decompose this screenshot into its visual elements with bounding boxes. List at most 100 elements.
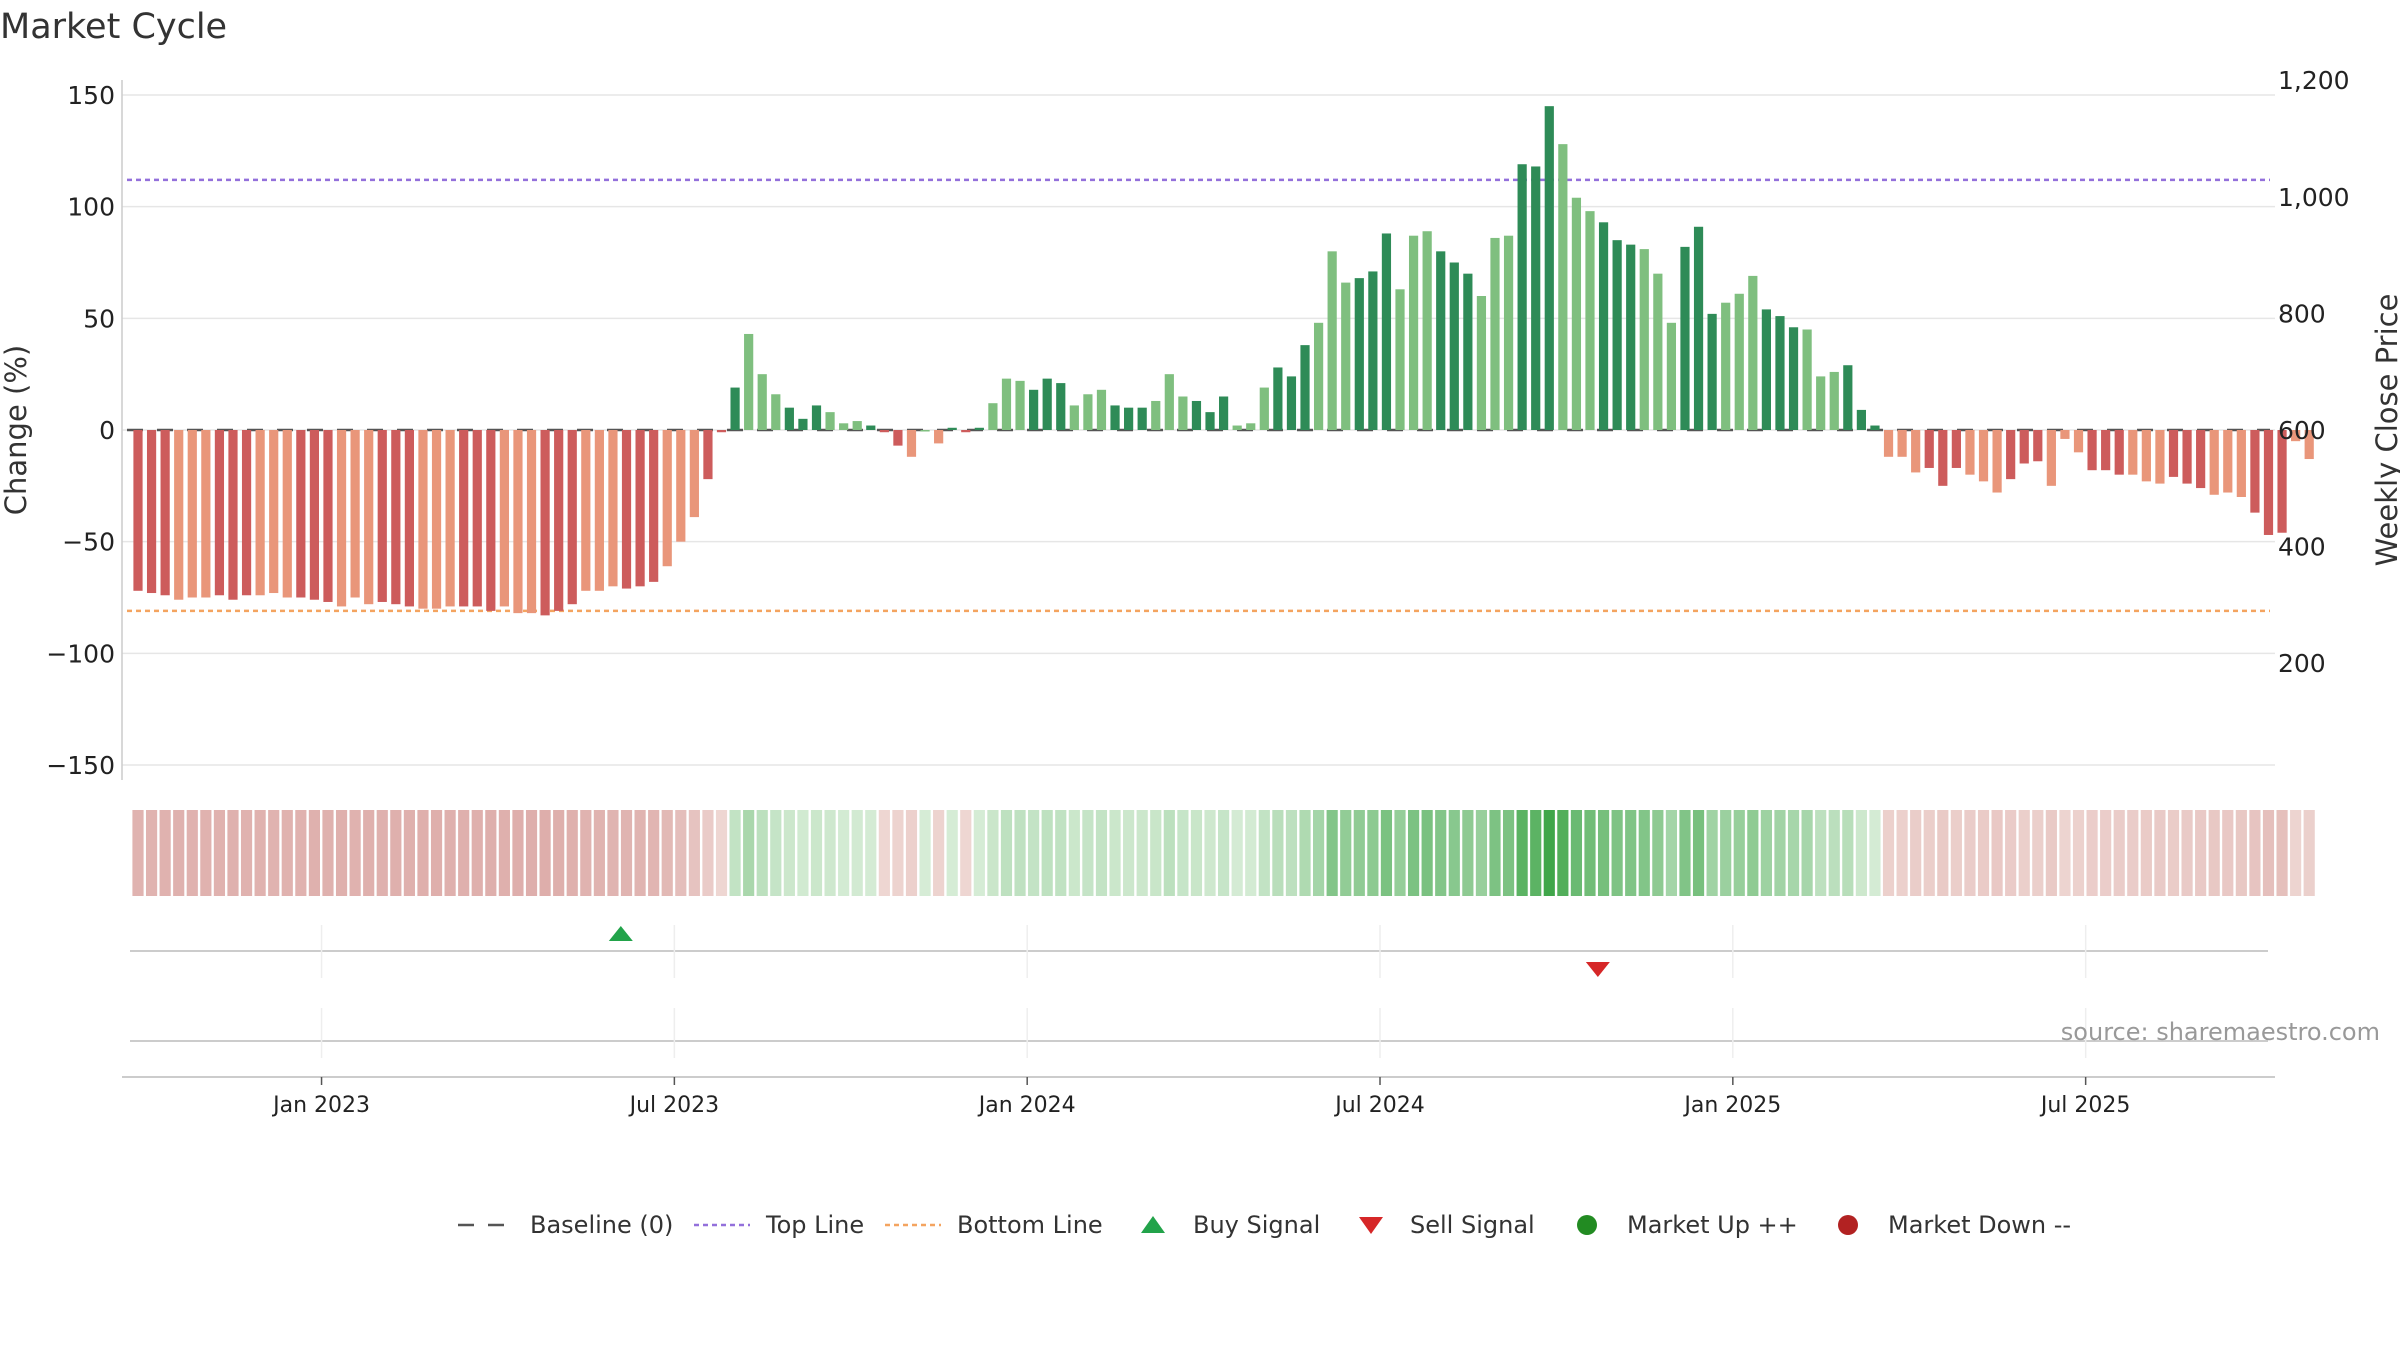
strip-cell	[1815, 810, 1827, 896]
bar	[608, 430, 618, 587]
bar	[1585, 211, 1595, 430]
strip-cell	[892, 810, 904, 896]
bar	[1015, 380, 1025, 430]
strip-cell	[186, 810, 198, 896]
heat-strip	[132, 810, 2315, 896]
bar	[499, 430, 509, 607]
strip-cell	[173, 810, 185, 896]
sell-signal-marker	[1585, 962, 1610, 977]
buy-signal-marker	[608, 926, 633, 941]
bar	[744, 333, 754, 430]
strip-cell	[1706, 810, 1718, 896]
strip-cell	[525, 810, 538, 896]
bar	[947, 427, 957, 430]
strip-cell	[1896, 810, 1908, 896]
strip-cell	[607, 810, 619, 896]
bar	[214, 430, 225, 596]
bar	[1721, 302, 1731, 430]
bar	[852, 421, 862, 430]
y-tick-label: 0	[99, 416, 115, 445]
legend-swatch-market-down	[1838, 1215, 1858, 1235]
bar	[1707, 313, 1717, 430]
strip-cell	[1733, 810, 1745, 896]
strip-cell	[553, 810, 565, 896]
strip-cell	[987, 810, 999, 896]
strip-cell	[2100, 810, 2112, 896]
bar	[1693, 226, 1704, 430]
bar	[2223, 430, 2233, 493]
strip-cell	[498, 810, 510, 896]
bar	[1938, 430, 1948, 486]
bar	[662, 430, 672, 567]
strip-cell	[1625, 810, 1637, 896]
bar	[1096, 389, 1107, 430]
bar	[1164, 374, 1174, 430]
strip-cell	[1326, 810, 1338, 896]
strip-cell	[1584, 810, 1596, 896]
bar	[716, 430, 727, 433]
bar	[1680, 246, 1690, 430]
bar	[1965, 430, 1975, 475]
bar-series	[133, 106, 2314, 616]
strip-cell	[2262, 810, 2275, 896]
strip-cell	[349, 810, 361, 896]
strip-cell	[620, 810, 633, 896]
legend-swatch-buy	[1141, 1216, 1165, 1233]
strip-cell	[756, 810, 768, 896]
bar	[1273, 367, 1283, 430]
strip-cell	[2167, 810, 2180, 896]
bar	[323, 430, 333, 602]
strip-cell	[1014, 810, 1026, 896]
strip-cell	[2059, 810, 2071, 896]
strip-cell	[661, 810, 673, 896]
bar	[472, 430, 482, 607]
strip-cell	[2113, 810, 2125, 896]
strip-cell	[729, 810, 741, 896]
bar	[350, 430, 360, 598]
strip-cell	[1950, 810, 1962, 896]
strip-cell	[254, 810, 266, 896]
strip-cell	[512, 810, 524, 896]
bar	[2168, 430, 2179, 477]
strip-cell	[1502, 810, 1515, 896]
bar	[2182, 430, 2192, 484]
strip-cell	[200, 810, 212, 896]
bar	[2033, 430, 2043, 462]
bar	[404, 430, 414, 607]
strip-cell	[878, 810, 890, 896]
bar	[1788, 327, 1799, 430]
bar	[2250, 430, 2260, 513]
strip-cell	[688, 810, 700, 896]
bar	[174, 430, 184, 600]
strip-cell	[851, 810, 863, 896]
strip-cell	[1177, 810, 1189, 896]
bar	[2304, 430, 2314, 460]
strip-cell	[1380, 810, 1393, 896]
bar	[703, 430, 713, 480]
bar	[2291, 430, 2301, 442]
strip-cell	[1407, 810, 1420, 896]
bar	[811, 405, 822, 430]
bar	[377, 430, 387, 602]
bar	[1911, 430, 1921, 473]
bar	[2006, 430, 2016, 480]
bar	[567, 430, 577, 605]
bar	[1775, 316, 1785, 430]
bar	[1381, 233, 1392, 430]
bar	[689, 430, 699, 518]
strip-cell	[2086, 810, 2098, 896]
y-tick-label: −100	[46, 639, 115, 668]
strip-cell	[865, 810, 877, 896]
bar	[282, 430, 292, 598]
strip-cell	[1937, 810, 1949, 896]
strip-cell	[824, 810, 836, 896]
strip-cell	[675, 810, 687, 896]
bar	[418, 430, 428, 609]
axes: 150 100 50 0 −50 −100 −150 1,200 1,000 800 600 400 2…	[46, 66, 2350, 780]
bar	[364, 430, 374, 605]
legend-label: Baseline (0)	[530, 1211, 673, 1239]
strip-cell	[933, 810, 945, 896]
strip-cell	[1991, 810, 2003, 896]
strip-cell	[1163, 810, 1175, 896]
